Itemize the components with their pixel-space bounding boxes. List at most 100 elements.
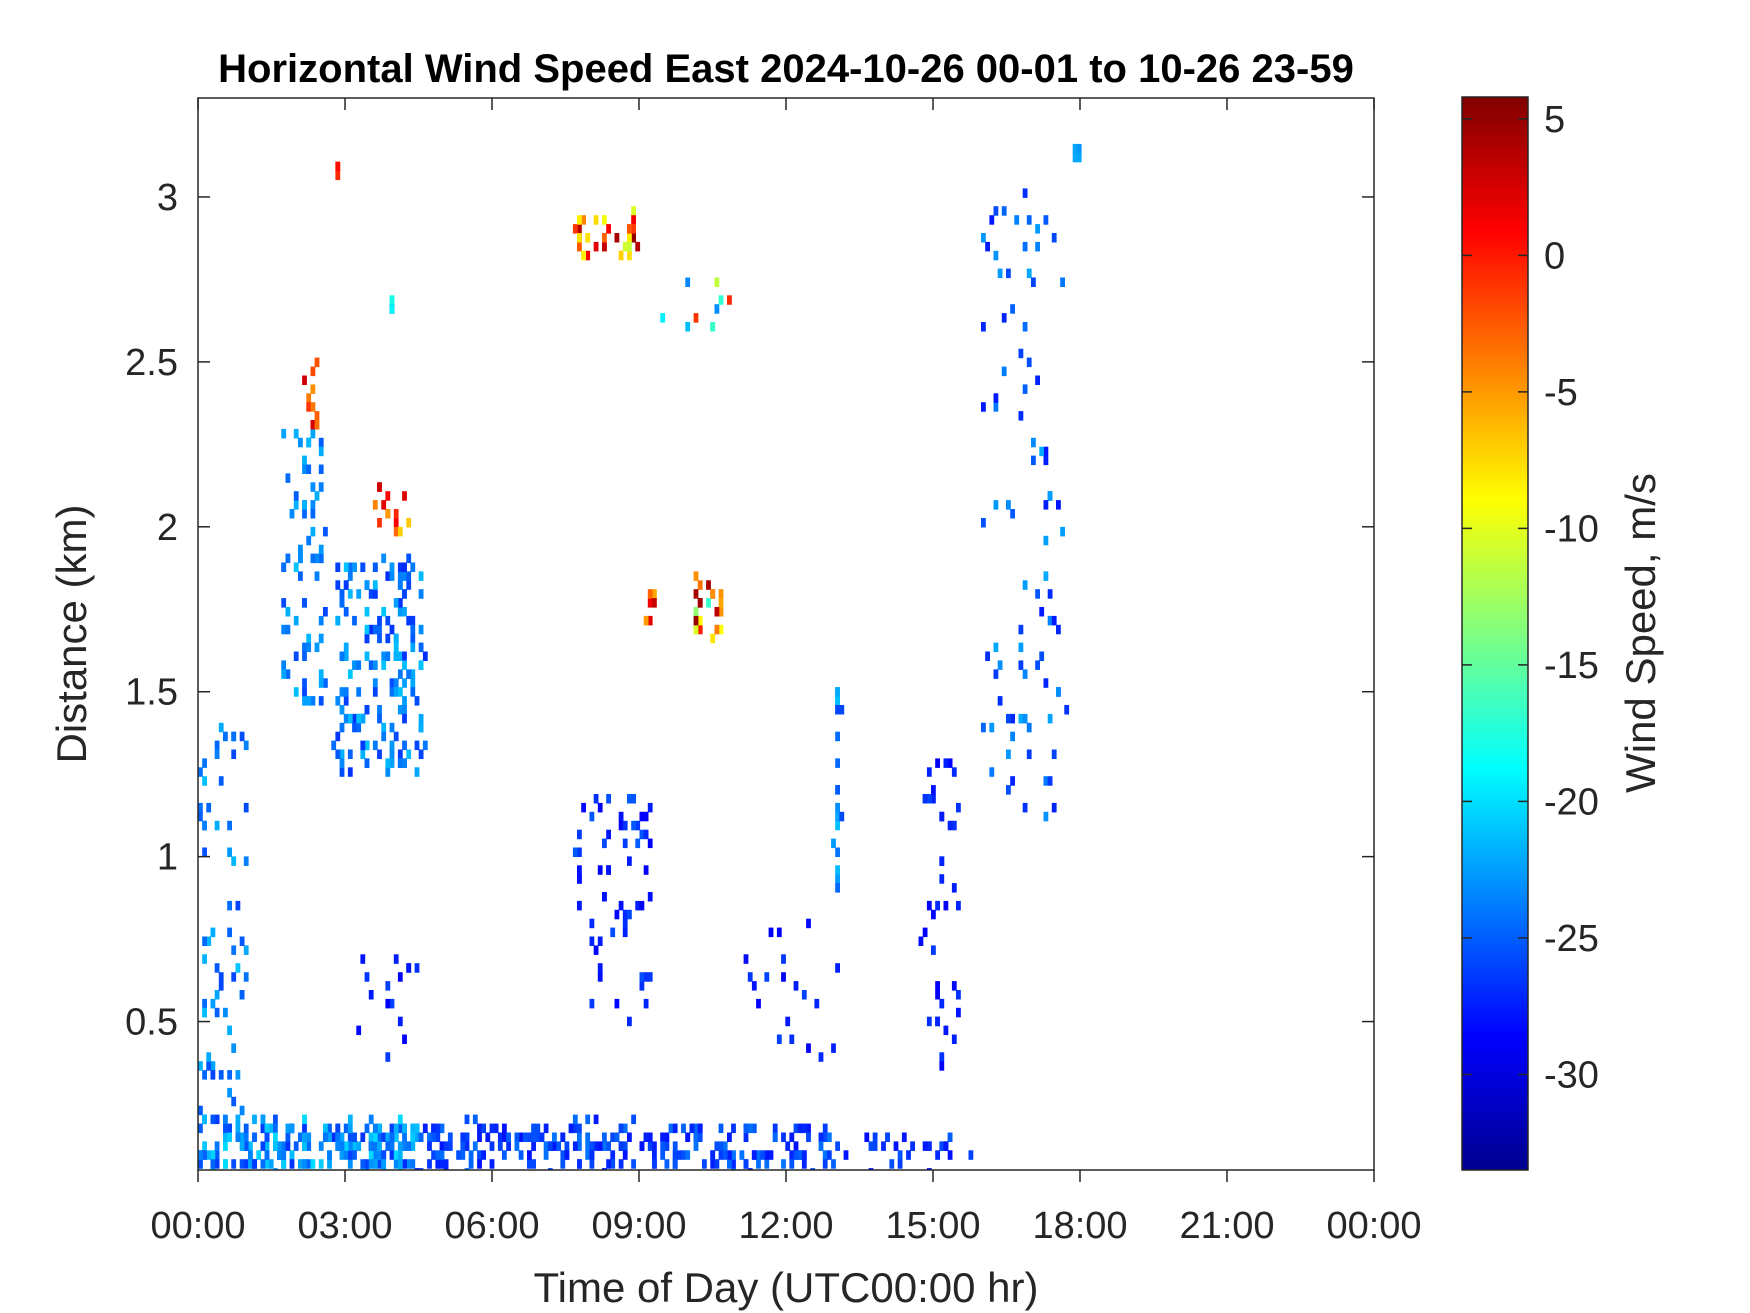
heatmap-cell [381, 1159, 387, 1169]
heatmap-cell [389, 1141, 395, 1151]
heatmap-cell [618, 1159, 624, 1169]
heatmap-cell [618, 1141, 624, 1151]
heatmap-cell [397, 1123, 403, 1134]
heatmap-cell [343, 1123, 349, 1134]
heatmap-cell [364, 705, 370, 715]
heatmap-cell [776, 1034, 782, 1044]
heatmap-cell [202, 1114, 207, 1125]
heatmap-cell [481, 1150, 486, 1160]
heatmap-cell [531, 1141, 536, 1151]
heatmap-cell [614, 1132, 620, 1142]
heatmap-cell [822, 1150, 828, 1160]
heatmap-cell [285, 624, 291, 635]
heatmap-cell [668, 1123, 674, 1134]
heatmap-cell [372, 1150, 378, 1160]
heatmap-cell [560, 1150, 566, 1160]
heatmap-cell [693, 1141, 699, 1151]
heatmap-cell [335, 1132, 341, 1142]
heatmap-cell [631, 233, 636, 243]
heatmap-cell [706, 598, 711, 608]
heatmap-cell [718, 295, 724, 305]
heatmap-cell [693, 607, 699, 617]
heatmap-cell [372, 562, 378, 572]
heatmap-cell [393, 633, 399, 644]
heatmap-cell [464, 1114, 470, 1125]
heatmap-cell [281, 1159, 287, 1169]
heatmap-cell [1006, 500, 1011, 510]
heatmap-cell [310, 553, 316, 564]
heatmap-cell [797, 1123, 803, 1134]
heatmap-cell [993, 250, 999, 261]
heatmap-cell [339, 589, 345, 599]
heatmap-cell [627, 224, 632, 234]
heatmap-cell [368, 624, 374, 635]
heatmap-cell [818, 1141, 824, 1151]
heatmap-cell [264, 1159, 270, 1169]
heatmap-cell [1018, 713, 1024, 724]
heatmap-cell [406, 518, 412, 528]
heatmap-cell [318, 1141, 324, 1151]
heatmap-cell [335, 170, 341, 181]
heatmap-cell [368, 1132, 374, 1142]
heatmap-cell [660, 1141, 666, 1151]
heatmap-cell [781, 954, 786, 964]
colorbar-tick-label: 0 [1544, 235, 1565, 277]
heatmap-cell [372, 678, 378, 688]
heatmap-cell [381, 1132, 387, 1142]
heatmap-cell [1031, 455, 1036, 466]
heatmap-cell [402, 1123, 407, 1134]
heatmap-cell [364, 1168, 370, 1170]
heatmap-cell [993, 642, 999, 653]
heatmap-cell [377, 705, 382, 715]
heatmap-cell [335, 615, 341, 626]
heatmap-cell [622, 927, 628, 938]
x-tick-label: 18:00 [1032, 1205, 1127, 1247]
heatmap-cell [198, 1150, 203, 1160]
heatmap-cell [302, 687, 307, 697]
heatmap-cell [347, 1150, 353, 1160]
heatmap-cell [1047, 589, 1053, 599]
heatmap-cell [543, 1150, 549, 1160]
heatmap-cell [627, 856, 632, 866]
heatmap-cell [1060, 277, 1065, 287]
heatmap-cell [356, 722, 362, 733]
heatmap-cell [1043, 500, 1049, 510]
heatmap-cell [622, 918, 628, 929]
heatmap-cell [622, 909, 628, 920]
heatmap-cell [951, 1034, 957, 1044]
heatmap-cell [410, 624, 416, 635]
heatmap-cell [402, 696, 407, 706]
heatmap-cell [926, 1168, 932, 1170]
heatmap-cell [252, 1132, 257, 1142]
x-tick-label: 03:00 [297, 1205, 392, 1247]
heatmap-cell [360, 740, 366, 751]
heatmap-cell [372, 580, 378, 590]
heatmap-cell [731, 1159, 736, 1169]
heatmap-cell [372, 1132, 378, 1142]
heatmap-cell [1001, 313, 1007, 323]
heatmap-cell [572, 1123, 578, 1134]
heatmap-cell [1010, 731, 1015, 742]
heatmap-cell [414, 1123, 420, 1134]
heatmap-cell [410, 669, 416, 679]
heatmap-cell [727, 1150, 732, 1160]
heatmap-cell [1022, 322, 1028, 332]
heatmap-cell [414, 1168, 420, 1170]
heatmap-cell [389, 562, 395, 572]
heatmap-cell [826, 1150, 832, 1160]
heatmap-cell [631, 1114, 636, 1125]
heatmap-cell [418, 624, 424, 635]
heatmap-cell [314, 420, 320, 430]
heatmap-cell [468, 1150, 474, 1160]
heatmap-cell [410, 1123, 416, 1134]
heatmap-cell [381, 1150, 387, 1160]
heatmap-cell [206, 802, 212, 813]
heatmap-cell [1047, 776, 1053, 786]
heatmap-cell [223, 1132, 228, 1142]
heatmap-cell [439, 1141, 445, 1151]
heatmap-cell [947, 1150, 953, 1160]
heatmap-cell [227, 900, 232, 911]
heatmap-cell [302, 1141, 307, 1151]
heatmap-cell [472, 1141, 478, 1151]
heatmap-cell [1047, 491, 1053, 501]
